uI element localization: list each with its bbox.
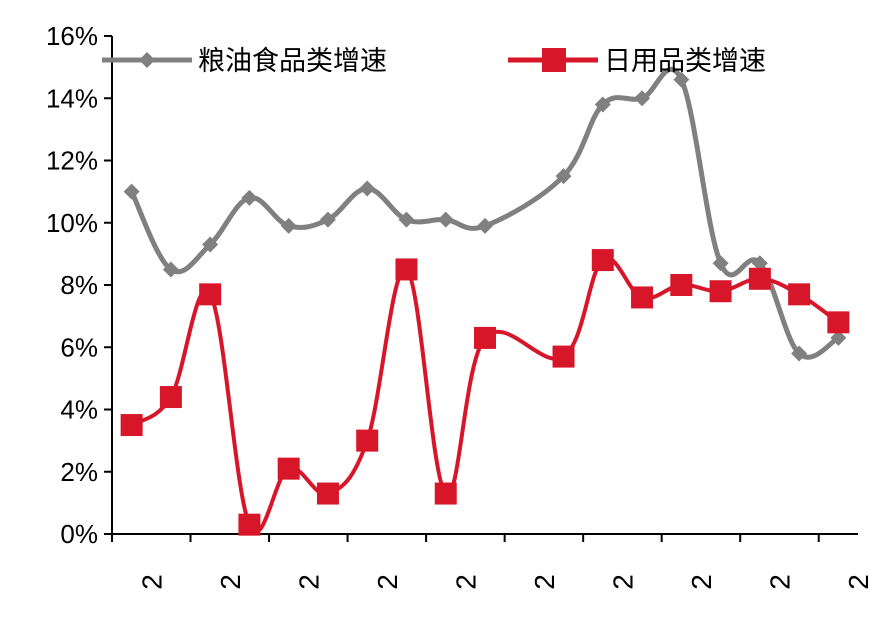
data-point-square bbox=[474, 326, 496, 349]
y-tick-label: 14% bbox=[46, 83, 98, 113]
data-point-diamond bbox=[673, 71, 690, 88]
data-point-diamond bbox=[830, 329, 847, 346]
y-ticks: 0% 2% 4% 6% 8% 10% 12% 14% 16% bbox=[46, 21, 112, 549]
data-point-diamond bbox=[437, 211, 454, 228]
x-tick-label: 2 bbox=[136, 574, 167, 590]
x-tick-label: 2 bbox=[529, 574, 560, 590]
y-tick-label: 6% bbox=[60, 332, 98, 362]
data-point-diamond bbox=[162, 261, 179, 278]
legend-item-daily-use: 日用品类增速 bbox=[508, 46, 766, 77]
x-tick-label: 2 bbox=[764, 574, 795, 590]
legend-label-daily-use: 日用品类增速 bbox=[604, 46, 766, 77]
data-point-square bbox=[238, 513, 261, 536]
data-point-square bbox=[748, 267, 771, 290]
data-point-diamond bbox=[751, 255, 768, 272]
data-point-square bbox=[591, 249, 614, 272]
series-0 bbox=[123, 67, 847, 362]
data-point-square bbox=[709, 280, 732, 303]
data-point-diamond bbox=[202, 236, 219, 253]
legend: 粮油食品类增速 日用品类增速 bbox=[102, 46, 766, 77]
data-point-diamond bbox=[791, 345, 808, 362]
data-point-square bbox=[356, 429, 379, 452]
x-tick-label: 2 bbox=[607, 574, 638, 590]
data-point-square bbox=[434, 482, 457, 505]
data-point-square bbox=[199, 283, 222, 306]
data-point-square bbox=[120, 414, 143, 437]
legend-item-grain-oil: 粮油食品类增速 bbox=[102, 46, 387, 77]
data-point-square bbox=[277, 457, 300, 480]
y-tick-label: 2% bbox=[60, 457, 98, 487]
y-tick-label: 12% bbox=[46, 146, 98, 176]
data-point-square bbox=[827, 311, 850, 334]
y-tick-label: 0% bbox=[60, 519, 98, 549]
data-point-diamond bbox=[594, 96, 611, 113]
series-layer bbox=[120, 67, 850, 536]
x-tick-label: 2 bbox=[372, 574, 403, 590]
x-ticks: 2 2 2 2 2 2 2 2 2 2 bbox=[111, 534, 874, 590]
data-point-diamond bbox=[359, 180, 376, 197]
y-tick-label: 8% bbox=[60, 270, 98, 300]
data-point-diamond bbox=[241, 189, 258, 206]
data-point-diamond bbox=[555, 168, 572, 185]
series-line bbox=[129, 67, 840, 360]
series-1 bbox=[120, 249, 850, 536]
data-point-square bbox=[788, 283, 811, 306]
y-tick-label: 4% bbox=[60, 395, 98, 425]
data-point-diamond bbox=[280, 217, 297, 234]
data-point-diamond bbox=[712, 255, 729, 272]
data-point-diamond bbox=[477, 217, 493, 234]
x-tick-label: 2 bbox=[686, 574, 717, 590]
y-tick-label: 10% bbox=[46, 208, 98, 238]
data-point-square bbox=[395, 258, 418, 281]
data-point-diamond bbox=[319, 211, 336, 228]
axes: 0% 2% 4% 6% 8% 10% 12% 14% 16% 2 2 2 2 2 2 2 2 2 2 bbox=[46, 21, 874, 590]
data-point-diamond bbox=[123, 183, 140, 200]
x-tick-label: 2 bbox=[293, 574, 324, 590]
data-point-square bbox=[159, 386, 182, 409]
x-tick-label: 2 bbox=[450, 574, 481, 590]
y-tick-label: 16% bbox=[46, 21, 98, 51]
x-tick-label: 2 bbox=[215, 574, 246, 590]
legend-marker-grain-oil bbox=[139, 52, 155, 68]
legend-marker-daily-use bbox=[542, 48, 566, 72]
data-point-square bbox=[631, 286, 654, 309]
x-tick-label: 2 bbox=[843, 574, 874, 590]
data-point-square bbox=[552, 345, 575, 368]
data-point-diamond bbox=[398, 211, 415, 228]
data-point-diamond bbox=[634, 90, 651, 107]
data-point-square bbox=[316, 482, 339, 505]
legend-label-grain-oil: 粮油食品类增速 bbox=[198, 46, 387, 77]
data-point-square bbox=[670, 274, 693, 296]
series-line bbox=[130, 256, 840, 534]
